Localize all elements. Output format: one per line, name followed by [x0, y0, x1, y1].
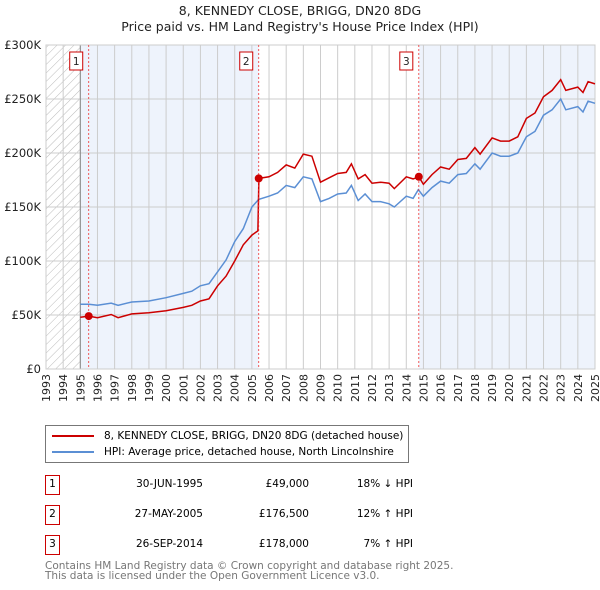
chart-legend: 8, KENNEDY CLOSE, BRIGG, DN20 8DG (detac…	[45, 425, 409, 463]
legend-property: 8, KENNEDY CLOSE, BRIGG, DN20 8DG (detac…	[104, 430, 404, 442]
x-tick-label: 2020	[503, 374, 516, 402]
x-tick-label: 2014	[400, 374, 413, 402]
x-tick-label: 1997	[109, 374, 122, 402]
price: £49,000	[265, 478, 309, 490]
chart-title: 8, KENNEDY CLOSE, BRIGG, DN20 8DG	[178, 3, 422, 18]
hpi-line	[80, 97, 596, 307]
x-tick-label: 2022	[538, 374, 551, 402]
hpi-diff: 12% ↑ HPI	[356, 508, 413, 520]
x-tick-label: 2005	[246, 374, 259, 402]
x-tick-label: 2016	[435, 374, 448, 402]
x-tick-label: 1996	[91, 374, 104, 402]
legend-hpi: HPI: Average price, detached house, Nort…	[104, 446, 394, 458]
sale-badge-label: 2	[243, 56, 250, 68]
x-tick-label: 2024	[572, 374, 585, 402]
hpi-diff: 18% ↓ HPI	[356, 478, 413, 490]
x-tick-label: 2007	[280, 374, 293, 402]
date: 30-JUN-1995	[136, 478, 203, 490]
x-tick-label: 2013	[383, 374, 396, 402]
date: 27-MAY-2005	[134, 508, 203, 520]
y-tick-label: £0	[26, 362, 41, 376]
badge: 2	[45, 505, 60, 525]
x-tick-label: 2023	[555, 374, 568, 402]
property-price-line	[80, 78, 596, 319]
hpi-diff: 7% ↑ HPI	[363, 538, 413, 550]
transaction-row: 3 26-SEP-2014 £178,000 7% ↑ HPI	[45, 535, 445, 555]
y-tick-label: £50K	[12, 308, 42, 322]
x-tick-label: 2021	[520, 374, 533, 402]
badge: 3	[45, 535, 60, 555]
x-tick-label: 2025	[589, 374, 600, 402]
sale-badge	[69, 51, 84, 71]
date: 26-SEP-2014	[135, 538, 203, 550]
x-tick-label: 2000	[160, 374, 173, 402]
x-tick-label: 2004	[229, 374, 242, 402]
price: £178,000	[258, 538, 309, 550]
x-tick-label: 2003	[212, 374, 225, 402]
y-tick-label: £150K	[4, 200, 41, 214]
x-tick-label: 1994	[57, 374, 70, 402]
x-tick-label: 2011	[349, 374, 362, 402]
sale-badge-label: 1	[73, 56, 80, 68]
x-tick-label: 1999	[143, 374, 156, 402]
sale-point	[414, 172, 423, 181]
transaction-row: 1 30-JUN-1995 £49,000 18% ↓ HPI	[45, 475, 445, 495]
y-tick-label: £250K	[4, 92, 41, 106]
y-tick-label: £200K	[4, 146, 41, 160]
y-tick-label: £100K	[4, 254, 41, 268]
sale-badge	[399, 51, 414, 71]
x-tick-label: 1998	[126, 374, 139, 402]
x-tick-label: 2012	[366, 374, 379, 402]
x-tick-label: 2019	[486, 374, 499, 402]
y-tick-label: £300K	[4, 38, 41, 52]
x-tick-label: 2018	[469, 374, 482, 402]
badge: 1	[45, 475, 60, 495]
x-tick-label: 1995	[74, 374, 87, 402]
price: £176,500	[258, 508, 309, 520]
transaction-row: 2 27-MAY-2005 £176,500 12% ↑ HPI	[45, 505, 445, 525]
sale-point	[84, 312, 93, 321]
x-tick-label: 2009	[315, 374, 328, 402]
x-tick-label: 2006	[263, 374, 276, 402]
legend-red-line	[52, 435, 94, 437]
x-tick-label: 2002	[194, 374, 207, 402]
x-tick-label: 2017	[452, 374, 465, 402]
x-tick-label: 2008	[297, 374, 310, 402]
sale-badge-label: 3	[403, 56, 410, 68]
sale-badge	[239, 51, 254, 71]
x-tick-label: 1993	[40, 374, 53, 402]
plot-border	[45, 44, 596, 370]
x-tick-label: 2015	[417, 374, 430, 402]
price-chart: 1 2 3 1993 1994 1995 1996 1997 1998 1999 2000 2001 2…	[4, 38, 600, 402]
sale-point	[254, 174, 263, 183]
footer: Contains HM Land Registry data © Crown c…	[45, 560, 454, 582]
legend-blue-line	[52, 451, 94, 453]
footer-line1: Contains HM Land Registry data © Crown c…	[45, 560, 454, 572]
chart-subtitle: Price paid vs. HM Land Registry's House …	[121, 19, 479, 34]
footer-line2: This data is licensed under the Open Gov…	[45, 570, 380, 582]
x-tick-label: 2001	[177, 374, 190, 402]
x-tick-label: 2010	[332, 374, 345, 402]
